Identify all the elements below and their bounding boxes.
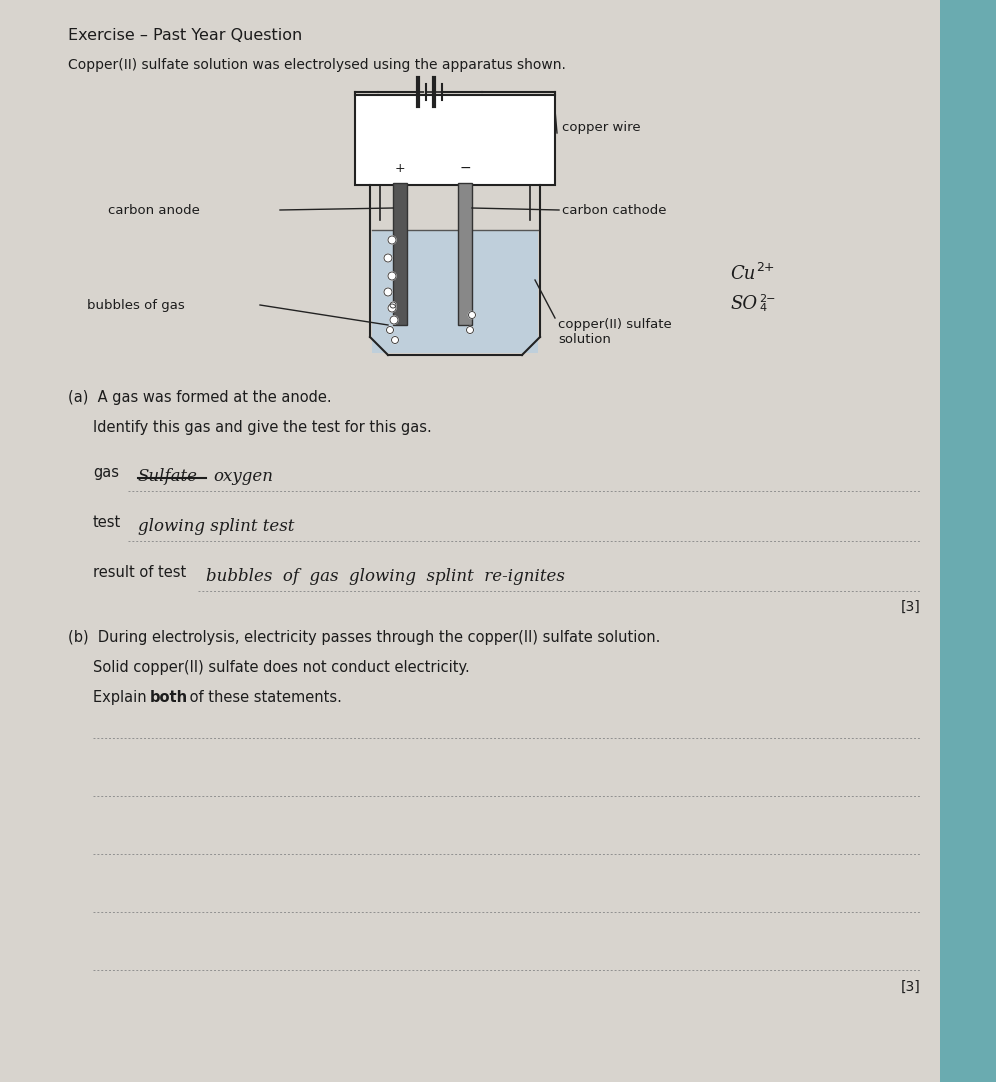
- Text: Exercise – Past Year Question: Exercise – Past Year Question: [68, 28, 302, 43]
- Circle shape: [388, 304, 396, 312]
- Text: oxygen: oxygen: [213, 469, 273, 485]
- Text: 4: 4: [759, 303, 766, 313]
- Text: (a)  A gas was formed at the anode.: (a) A gas was formed at the anode.: [68, 390, 332, 405]
- Text: result of test: result of test: [93, 565, 186, 580]
- Circle shape: [468, 312, 475, 318]
- Circle shape: [384, 288, 392, 296]
- Text: 2+: 2+: [756, 261, 775, 274]
- FancyBboxPatch shape: [0, 0, 940, 1082]
- Text: (b)  During electrolysis, electricity passes through the copper(II) sulfate solu: (b) During electrolysis, electricity pas…: [68, 630, 660, 645]
- Text: copper wire: copper wire: [562, 121, 640, 134]
- Text: bubbles of gas: bubbles of gas: [88, 299, 185, 312]
- Text: test: test: [93, 515, 122, 530]
- Text: carbon anode: carbon anode: [109, 203, 200, 216]
- Text: 2−: 2−: [759, 294, 776, 304]
- Text: bubbles  of  gas  glowing  splint  re-ignites: bubbles of gas glowing splint re-ignites: [206, 568, 565, 585]
- Text: Explain: Explain: [93, 690, 151, 705]
- Text: SO: SO: [730, 295, 757, 313]
- Text: −: −: [459, 161, 471, 175]
- Text: copper(II) sulfate
solution: copper(II) sulfate solution: [558, 318, 671, 346]
- Text: [3]: [3]: [900, 980, 920, 994]
- FancyBboxPatch shape: [372, 230, 538, 353]
- Text: Cu: Cu: [730, 265, 755, 283]
- Circle shape: [386, 327, 393, 333]
- Text: Sulfate: Sulfate: [138, 469, 198, 485]
- Circle shape: [391, 337, 398, 343]
- Text: carbon cathode: carbon cathode: [562, 203, 666, 216]
- Text: both: both: [150, 690, 188, 705]
- Text: Identify this gas and give the test for this gas.: Identify this gas and give the test for …: [93, 420, 431, 435]
- Text: [3]: [3]: [900, 601, 920, 613]
- FancyBboxPatch shape: [940, 0, 996, 1082]
- Text: glowing splint test: glowing splint test: [138, 518, 295, 535]
- Circle shape: [388, 236, 396, 245]
- Circle shape: [466, 327, 473, 333]
- Circle shape: [388, 272, 396, 280]
- Text: of these statements.: of these statements.: [185, 690, 342, 705]
- FancyBboxPatch shape: [355, 95, 555, 185]
- Text: Copper(II) sulfate solution was electrolysed using the apparatus shown.: Copper(II) sulfate solution was electrol…: [68, 58, 566, 72]
- Text: gas: gas: [93, 465, 119, 480]
- FancyBboxPatch shape: [458, 183, 472, 325]
- Circle shape: [390, 302, 396, 308]
- FancyBboxPatch shape: [393, 183, 407, 325]
- Circle shape: [390, 316, 398, 324]
- Text: Solid copper(II) sulfate does not conduct electricity.: Solid copper(II) sulfate does not conduc…: [93, 660, 470, 675]
- Text: +: +: [394, 162, 405, 175]
- Circle shape: [384, 254, 392, 262]
